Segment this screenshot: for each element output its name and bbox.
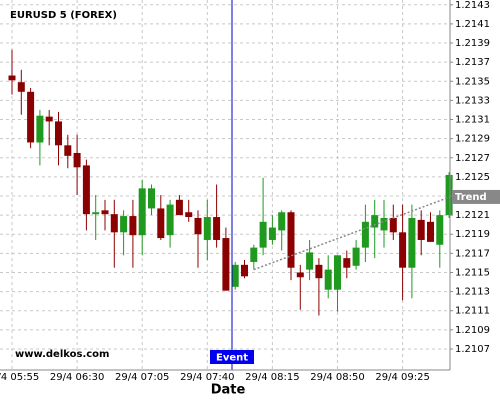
candle-body [361, 221, 369, 248]
candle-body [334, 255, 341, 290]
candle-body [120, 216, 128, 233]
candle-body [138, 188, 146, 236]
y-tick-label: 1.2135 [455, 76, 490, 87]
candle-body [259, 221, 267, 248]
y-tick-label: 1.2109 [455, 325, 490, 336]
candle-body [129, 216, 137, 236]
candle-body [306, 252, 314, 270]
x-tick-label: 29/4 08:50 [310, 372, 364, 383]
candle-body [110, 214, 118, 233]
candle-body [352, 247, 360, 266]
x-tick-label: 29/4 07:40 [180, 372, 234, 383]
trend-line [253, 196, 451, 271]
candle-body [389, 217, 397, 233]
candle-body [185, 212, 193, 218]
candle-body [380, 217, 388, 231]
x-tick-label: 29/4 06:30 [50, 372, 104, 383]
y-tick-label: 1.2117 [455, 248, 490, 259]
candle-body [343, 258, 351, 268]
trend-label: Trend [455, 192, 487, 203]
candle-body [250, 247, 258, 262]
y-tick-label: 1.2125 [455, 172, 490, 183]
candle-body [278, 212, 286, 231]
event-label: Event [216, 353, 248, 364]
y-tick-label: 1.2121 [455, 210, 490, 221]
candle-body [175, 199, 183, 216]
candle-body [287, 212, 295, 268]
y-tick-label: 1.2137 [455, 57, 490, 68]
y-tick-label: 1.2133 [455, 95, 490, 106]
candle-body [64, 145, 72, 156]
y-tick-label: 1.2143 [455, 0, 490, 11]
candle-body [101, 210, 109, 215]
y-tick-label: 1.2127 [455, 153, 490, 164]
candle-body [166, 204, 174, 236]
candle-body [194, 217, 202, 235]
candle-body [371, 215, 379, 228]
y-tick-label: 1.2113 [455, 287, 490, 298]
chart-title: EURUSD 5 (FOREX) [10, 10, 117, 21]
candle-body [73, 152, 81, 168]
candle-body [417, 219, 425, 240]
x-tick-label: 29/4 08:15 [245, 372, 299, 383]
y-tick-label: 1.2119 [455, 229, 490, 240]
candle-body [8, 75, 16, 81]
y-tick-label: 1.2139 [455, 38, 490, 49]
candle-body [157, 208, 165, 239]
candle-body [231, 264, 239, 287]
candle-body [436, 215, 444, 245]
trend-box [452, 189, 500, 204]
candle-body [17, 82, 25, 92]
candle-body [408, 217, 416, 268]
x-tick-label: 29/4 05:55 [0, 372, 39, 383]
candle-body [82, 165, 90, 215]
y-tick-label: 1.2131 [455, 115, 490, 126]
x-axis-label: Date [211, 383, 246, 398]
candle-body [296, 272, 304, 278]
candle-body [36, 115, 44, 143]
candle-body [445, 174, 453, 216]
candle-body [213, 217, 221, 240]
y-tick-label: 1.2141 [455, 19, 490, 30]
candles [8, 49, 453, 316]
candle-body [148, 188, 155, 209]
x-tick-label: 29/4 09:25 [375, 372, 429, 383]
candle-body [92, 212, 100, 215]
watermark: www.delkos.com [15, 349, 109, 360]
candle-body [427, 221, 434, 242]
candle-body [268, 227, 276, 240]
candle-body [241, 264, 248, 277]
candle-body [222, 238, 230, 291]
candle-body [45, 116, 53, 122]
candle-body [27, 91, 35, 143]
x-tick-label: 29/4 07:05 [115, 372, 169, 383]
candle-body [399, 232, 407, 268]
y-tick-label: 1.2111 [455, 306, 490, 317]
y-tick-label: 1.2107 [455, 344, 490, 355]
y-tick-label: 1.2115 [455, 267, 490, 278]
y-tick-label: 1.2129 [455, 134, 490, 145]
event-box [210, 350, 254, 364]
candle-body [315, 264, 323, 279]
candle-body [324, 269, 332, 290]
candle-body [55, 121, 62, 146]
candle-body [203, 217, 211, 240]
